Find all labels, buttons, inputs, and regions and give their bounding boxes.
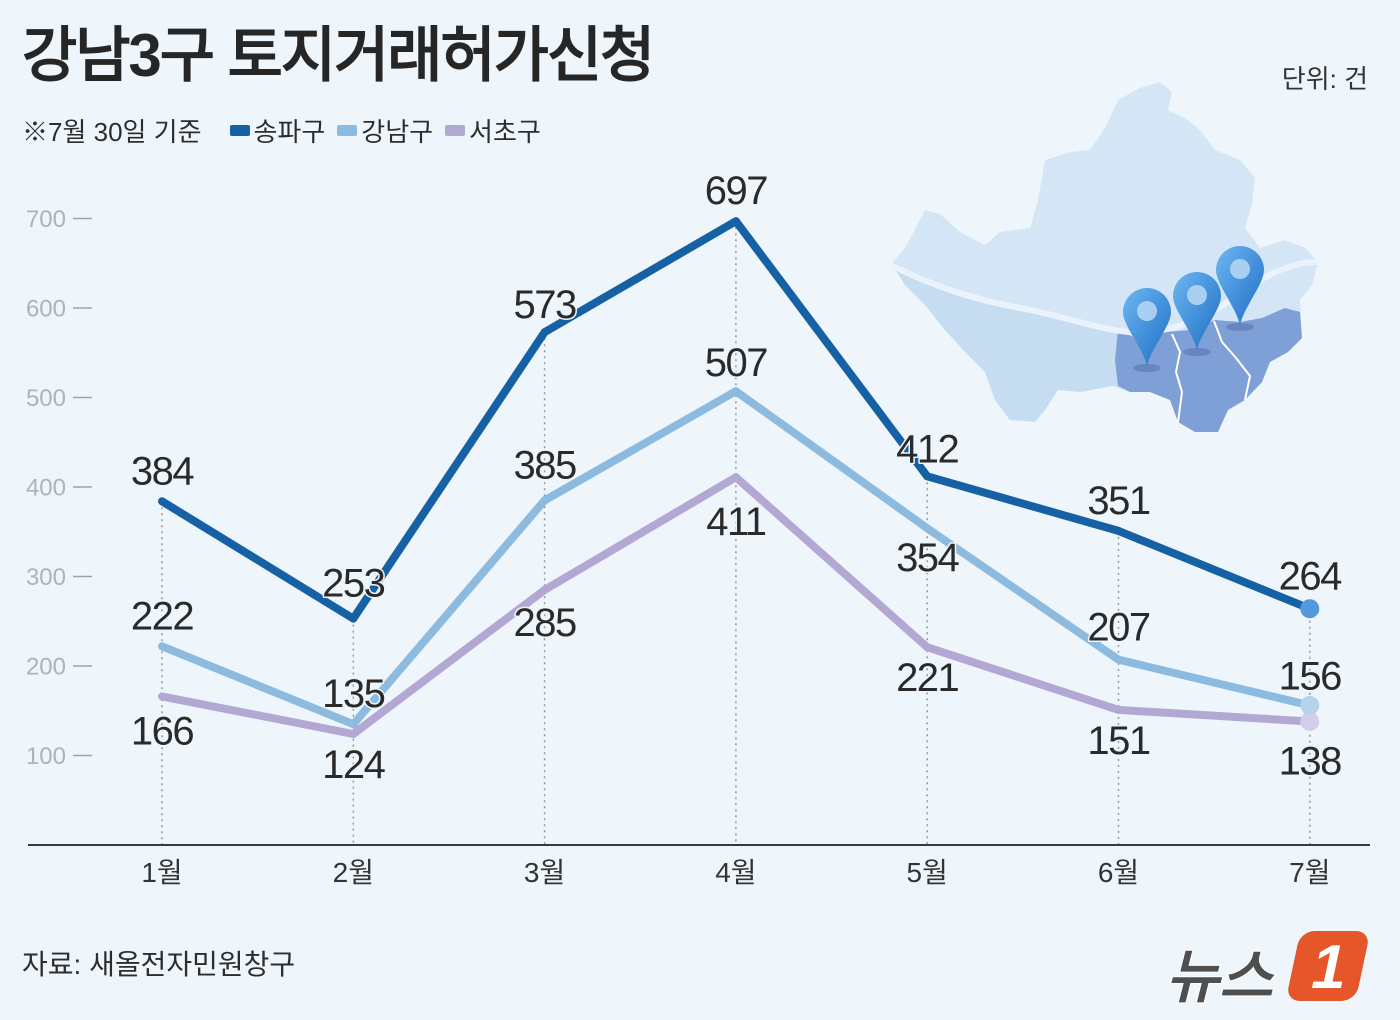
songpa-data-label: 384 [131, 449, 194, 493]
gangnam-data-label: 507 [705, 341, 767, 385]
seocho-end-marker [1300, 712, 1320, 731]
data-labels: 384 253 573 697 412 351 264 222 135 385 507 354 207 1… [129, 168, 1345, 789]
songpa-end-marker [1300, 599, 1320, 619]
pin-shadow [1133, 364, 1161, 372]
songpa-data-label: 697 [705, 169, 767, 213]
pin-shadow [1226, 323, 1254, 331]
x-tick-label: 7월 [1289, 857, 1330, 888]
series-lines [158, 217, 1320, 738]
seocho-data-label: 138 [1279, 740, 1341, 784]
legend-swatch-gangnam [337, 124, 358, 136]
gangnam-point [731, 387, 740, 396]
legend: ※7월 30일 기준 송파구 강남구 서초구 [22, 112, 553, 148]
seocho-data-label: 151 [1087, 719, 1149, 763]
pin-hole [1187, 285, 1207, 305]
gangnam-data-label: 156 [1279, 654, 1341, 698]
seocho-data-label: 285 [513, 601, 575, 645]
seocho-point [923, 643, 932, 652]
seocho-data-label: 166 [131, 709, 193, 753]
y-tick-label: 200 [26, 654, 66, 681]
y-tick-label: 300 [26, 564, 66, 591]
pin-body [1123, 288, 1171, 366]
y-tick-label: 100 [26, 743, 66, 770]
pin-body [1216, 246, 1264, 325]
songpa-point [540, 328, 549, 337]
songpa-data-label: 351 [1087, 479, 1149, 523]
y-tick-label: 700 [26, 206, 66, 233]
songpa-data-label: 412 [896, 427, 958, 471]
drop-guides [161, 221, 1311, 845]
legend-label-seocho: 서초구 [469, 116, 541, 147]
songpa-point [1114, 526, 1123, 535]
songpa-point [731, 217, 740, 226]
gangnam-point [1114, 655, 1123, 664]
page-title: 강남3구 토지거래허가신청 [22, 22, 655, 89]
gangnam-end-marker [1300, 695, 1320, 715]
seocho-point [731, 473, 740, 482]
news1-logo: 뉴스 1 [1165, 931, 1368, 1011]
district-border [1171, 333, 1184, 423]
seocho-point [1114, 705, 1123, 714]
x-axis: 1월 2월 3월 4월 5월 6월 7월 [141, 857, 1330, 888]
x-tick-label: 3월 [524, 857, 565, 888]
location-pin-icon [1123, 288, 1171, 366]
songpa-data-label: 264 [1279, 555, 1342, 599]
logo-badge-group: 1 [1288, 931, 1368, 1002]
location-pin-icon [1216, 246, 1264, 325]
songpa-data-label: 573 [513, 283, 575, 327]
legend-item-songpa: 송파구 [229, 112, 326, 149]
seocho-data-label: 124 [322, 743, 385, 787]
gangnam-point [158, 642, 166, 651]
gangnam-data-label: 207 [1087, 606, 1149, 650]
songpa-point [158, 497, 166, 506]
legend-label-gangnam: 강남구 [361, 116, 434, 147]
legend-item-seocho: 서초구 [445, 112, 541, 149]
seoul-southwest-area [893, 266, 1118, 422]
gangnam-3-districts-area [1115, 308, 1302, 432]
seocho-data-label: 411 [706, 500, 766, 544]
unit-note: 단위: 건 [1281, 64, 1368, 94]
legend-swatch-songpa [229, 124, 250, 136]
district-border [1213, 320, 1252, 401]
gangnam-data-label: 222 [131, 594, 193, 638]
x-tick-label: 1월 [141, 857, 182, 888]
y-tick-label: 600 [26, 296, 66, 323]
legend-label-songpa: 송파구 [253, 116, 326, 147]
logo-wordmark: 뉴스 [1166, 945, 1275, 1010]
pin-body [1173, 272, 1221, 350]
source-note: 자료: 새올전자민원창구 [22, 949, 296, 980]
songpa-point [923, 472, 932, 481]
x-tick-label: 2월 [333, 857, 374, 888]
seocho-point [349, 730, 358, 738]
seocho-point [158, 692, 166, 701]
gangnam-point [540, 496, 549, 505]
y-axis: 100 200 300 400 500 600 700 [26, 206, 92, 770]
pin-hole [1137, 301, 1157, 321]
seoul-map-icon [891, 82, 1319, 432]
x-tick-label: 4월 [715, 857, 756, 888]
legend-swatch-seocho [445, 124, 466, 136]
date-note: ※7월 30일 기준 [22, 116, 202, 147]
gangnam-point [349, 720, 358, 729]
seocho-data-label: 221 [896, 656, 958, 700]
legend-item-gangnam: 강남구 [337, 112, 433, 149]
songpa-point [349, 614, 358, 623]
location-pin-icon [1173, 272, 1221, 350]
gangnam-point [923, 524, 932, 533]
gangnam-data-label: 385 [513, 443, 575, 487]
y-tick-label: 500 [26, 385, 66, 412]
x-tick-label: 5월 [907, 857, 948, 888]
gangnam-data-label: 354 [896, 536, 959, 580]
logo-badge [1288, 931, 1368, 1001]
pin-shadow [1183, 348, 1211, 356]
songpa-data-label: 253 [322, 562, 384, 606]
pin-hole [1230, 259, 1250, 279]
seocho-point [540, 585, 549, 594]
y-tick-label: 400 [26, 475, 66, 502]
x-tick-label: 6월 [1098, 857, 1139, 888]
gangnam-data-label: 135 [322, 672, 384, 716]
